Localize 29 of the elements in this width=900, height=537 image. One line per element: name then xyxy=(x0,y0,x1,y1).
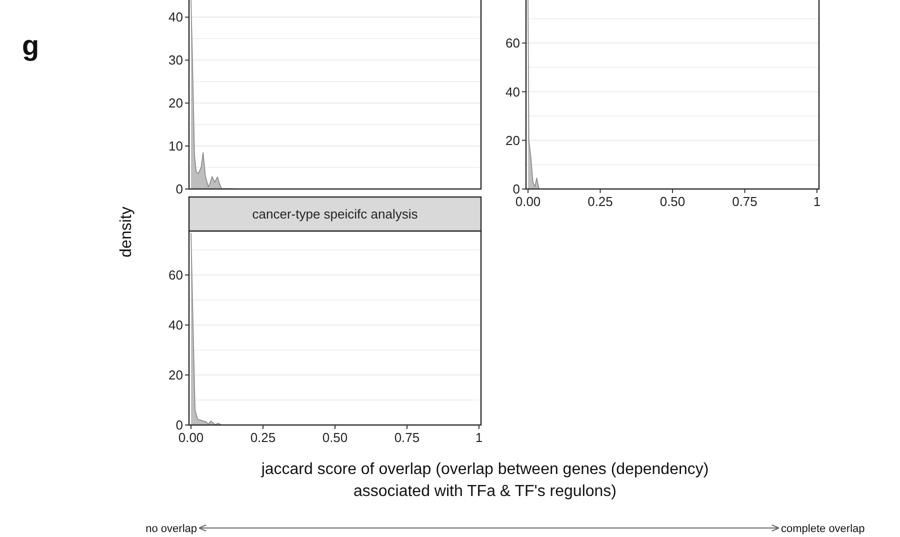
text: complete overlap xyxy=(781,523,865,535)
y-tick-label: 10 xyxy=(168,138,183,154)
x-tick-label: 0.00 xyxy=(515,194,541,209)
x-axis-title: jaccard score of overlap (overlap between genes (dependency) associated with TFa & TF's regulons) xyxy=(260,461,709,500)
x-tick-label: 1 xyxy=(475,430,483,445)
x-tick-label: 0.75 xyxy=(394,430,420,445)
y-tick-label: 0 xyxy=(176,418,183,433)
x-tick-label: 0.50 xyxy=(660,194,686,209)
x-tick-label: 0.50 xyxy=(322,430,348,445)
y-tick-label: 40 xyxy=(168,10,183,25)
y-tick-label: 40 xyxy=(506,84,520,100)
y-tick-label: 0 xyxy=(176,182,183,197)
y-tick-label: 40 xyxy=(168,318,183,333)
y-tick-label: 0 xyxy=(512,182,520,197)
x-tick-label: 0.25 xyxy=(588,194,613,209)
chart-title: cancer-type speicifc analysis xyxy=(252,206,418,222)
text: g xyxy=(22,30,40,61)
y-tick-label: 60 xyxy=(506,36,520,51)
x-tick-label: 1 xyxy=(813,194,821,209)
x-tick-label: 0.25 xyxy=(250,430,276,445)
text: no overlap xyxy=(146,523,197,535)
y-tick-label: 20 xyxy=(168,96,183,111)
y-tick-label: 60 xyxy=(168,268,183,283)
y-axis-title: density xyxy=(118,206,135,258)
x-tick-label: 0.00 xyxy=(178,430,204,445)
y-tick-label: 20 xyxy=(506,132,520,148)
y-tick-label: 30 xyxy=(168,52,183,68)
y-tick-label: 20 xyxy=(168,368,183,383)
x-tick-label: 0.75 xyxy=(732,194,758,209)
